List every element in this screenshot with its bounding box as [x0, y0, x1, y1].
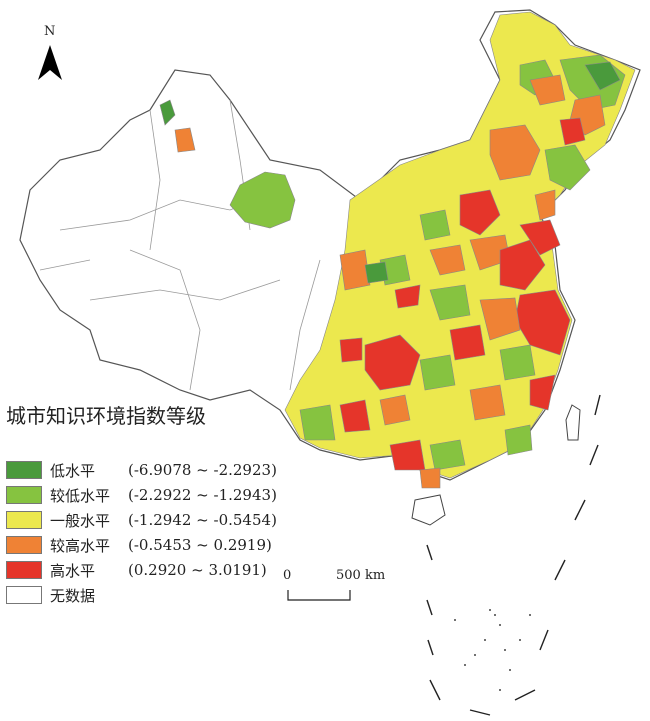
legend-swatch [6, 536, 42, 554]
scale-zero-label: 0 [283, 568, 292, 583]
legend-range: (-0.5453 ~ 0.2919) [128, 536, 272, 554]
legend-item-high: 高水平 (0.2920 ~ 3.0191) [6, 560, 267, 580]
legend-range: (-1.2942 ~ -0.5454) [128, 511, 277, 529]
legend-item-low: 低水平 (-6.9078 ~ -2.2923) [6, 460, 277, 480]
south-sea-boundary [426, 394, 601, 716]
south-sea-islands [454, 609, 531, 691]
legend-swatch [6, 561, 42, 579]
legend-label: 无数据 [50, 586, 96, 605]
legend-item-middle: 一般水平 (-1.2942 ~ -0.5454) [6, 510, 277, 530]
legend-label: 较低水平 [50, 486, 111, 505]
legend-item-no-data: 无数据 [6, 585, 128, 605]
scale-bar [287, 590, 351, 601]
north-arrow-icon [38, 45, 62, 80]
legend-swatch [6, 511, 42, 529]
legend-label: 高水平 [50, 561, 96, 580]
legend-label: 较高水平 [50, 536, 111, 555]
data-regions [159, 11, 636, 489]
north-label: N [44, 24, 56, 39]
legend-label: 低水平 [50, 461, 96, 480]
legend-title: 城市知识环境指数等级 [6, 404, 206, 428]
legend-range: (-2.2922 ~ -1.2943) [128, 486, 277, 504]
legend-range: (0.2920 ~ 3.0191) [128, 561, 267, 579]
hainan-island [411, 494, 446, 526]
scale-end-label: 500 km [336, 568, 386, 583]
legend-swatch [6, 486, 42, 504]
legend-item-higher-middle: 较高水平 (-0.5453 ~ 0.2919) [6, 535, 272, 555]
legend-label: 一般水平 [50, 511, 111, 530]
legend-swatch [6, 461, 42, 479]
legend-range: (-6.9078 ~ -2.2923) [128, 461, 277, 479]
region-boundaries [39, 99, 321, 391]
legend-item-lower-middle: 较低水平 (-2.2922 ~ -1.2943) [6, 485, 277, 505]
legend-swatch [6, 586, 42, 604]
taiwan-island [565, 404, 581, 441]
